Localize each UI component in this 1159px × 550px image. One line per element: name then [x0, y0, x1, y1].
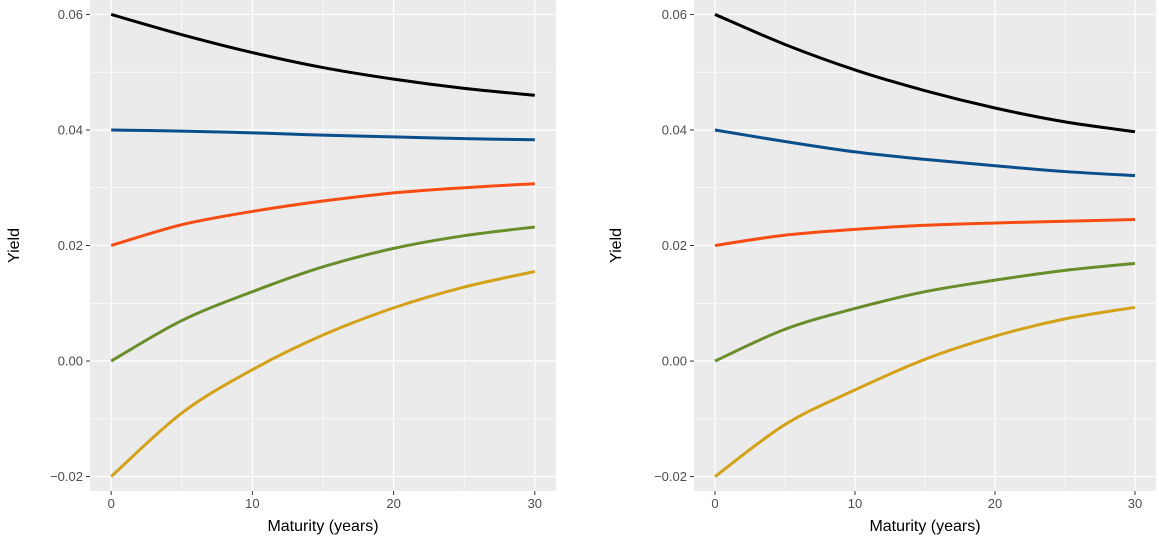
- x-axis-title: Maturity (years): [869, 518, 980, 535]
- series-line-4: [110, 225, 536, 363]
- x-tick-label: 30: [528, 496, 542, 511]
- x-tick-label: 10: [848, 496, 862, 511]
- x-tick-label: 20: [386, 496, 400, 511]
- series-line-3: [110, 182, 535, 247]
- series-line-5: [714, 305, 1136, 478]
- y-tick-label: 0.00: [662, 354, 687, 369]
- x-tick-label: 20: [988, 496, 1002, 511]
- y-tick-label: 0.06: [662, 7, 687, 22]
- series-line-4: [714, 261, 1136, 363]
- y-tick-label: 0.00: [58, 354, 83, 369]
- y-axis-title: Yield: [608, 228, 625, 263]
- series-line-1: [714, 13, 1136, 134]
- y-tick-label: 0.02: [662, 238, 687, 253]
- y-axis-title: Yield: [6, 228, 23, 263]
- y-tick-label: 0.06: [58, 7, 83, 22]
- series-line-1: [110, 12, 535, 97]
- y-tick-label: −0.02: [50, 469, 83, 484]
- x-tick-label: 10: [245, 496, 259, 511]
- x-axis-title: Maturity (years): [267, 518, 378, 535]
- y-tick-label: 0.02: [58, 238, 83, 253]
- series-line-3: [714, 218, 1136, 247]
- y-tick-label: −0.02: [654, 469, 687, 484]
- y-tick-label: 0.04: [662, 122, 687, 137]
- chart-panel-right: 0 10 20 30 −0.02 0.00 0.02 0.04 0.06 Maturity (ye…: [608, 0, 1156, 535]
- series-line-2: [714, 128, 1136, 178]
- x-tick-label: 0: [711, 496, 718, 511]
- y-tick-label: 0.04: [58, 122, 83, 137]
- series-line-2: [111, 128, 535, 142]
- chart-panel-left: 0 10 20 30 −0.02 0.00 0.02 0.04 0.06 Maturity (ye…: [6, 0, 556, 535]
- x-tick-label: 30: [1128, 496, 1142, 511]
- x-tick-label: 0: [108, 496, 115, 511]
- series-line-5: [110, 270, 536, 478]
